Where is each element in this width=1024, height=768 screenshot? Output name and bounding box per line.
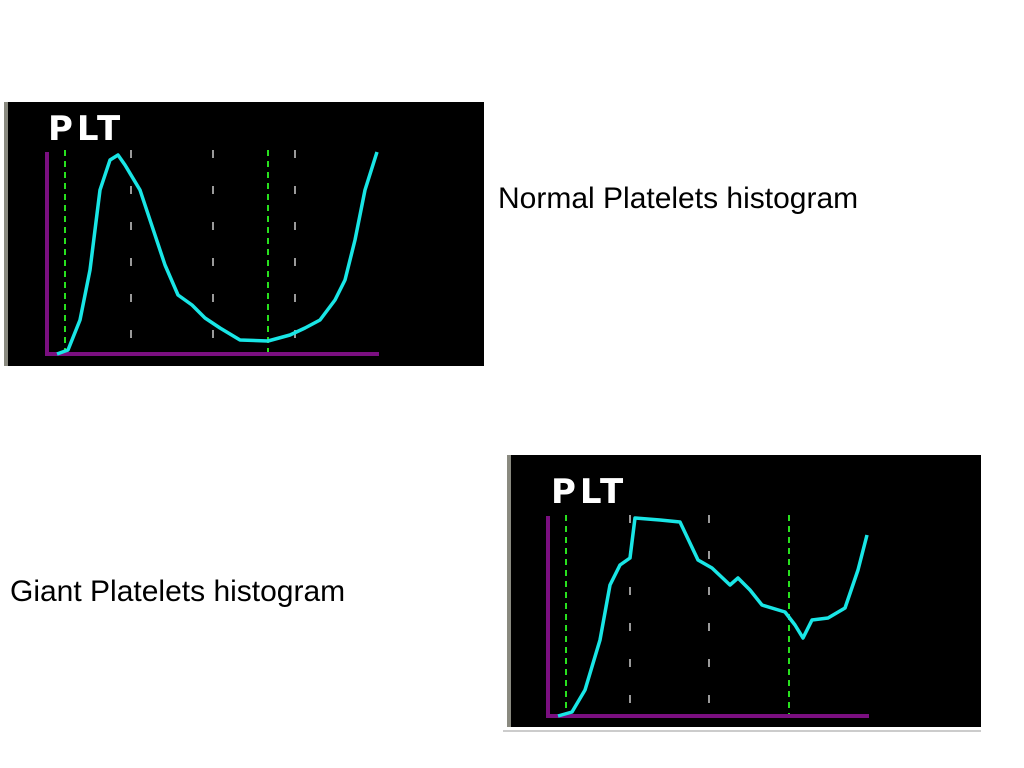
panel-border xyxy=(4,102,8,366)
histogram-panel: PLT xyxy=(4,102,484,366)
caption: Giant Platelets histogram xyxy=(10,575,345,608)
histogram-curve xyxy=(56,151,379,356)
panel-border xyxy=(507,455,511,727)
caption: Normal Platelets histogram xyxy=(498,182,858,215)
histogram-panel: PLT xyxy=(503,455,981,732)
panel-label: PLT xyxy=(551,472,627,512)
histogram-curve xyxy=(557,516,869,718)
panel-label: PLT xyxy=(48,109,124,149)
panel-background xyxy=(4,102,484,366)
